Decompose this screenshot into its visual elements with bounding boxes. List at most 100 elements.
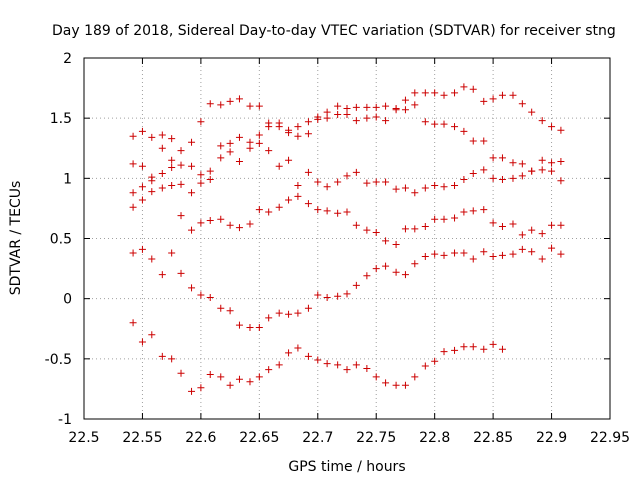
data-point bbox=[177, 147, 185, 155]
data-point bbox=[528, 248, 536, 256]
y-tick-label: 1 bbox=[63, 171, 72, 187]
data-point bbox=[314, 356, 322, 364]
data-point bbox=[528, 226, 536, 234]
data-point bbox=[168, 135, 176, 143]
data-point bbox=[246, 138, 254, 146]
data-point bbox=[421, 253, 429, 261]
data-point bbox=[334, 209, 342, 217]
data-point bbox=[314, 113, 322, 121]
data-point bbox=[469, 255, 477, 263]
data-point bbox=[235, 157, 243, 165]
data-point bbox=[255, 131, 263, 139]
data-point bbox=[401, 106, 409, 114]
data-point bbox=[129, 189, 137, 197]
data-point bbox=[265, 366, 273, 374]
data-point bbox=[352, 281, 360, 289]
data-point bbox=[392, 185, 400, 193]
data-point bbox=[518, 231, 526, 239]
data-point bbox=[509, 220, 517, 228]
data-point bbox=[401, 271, 409, 279]
data-point bbox=[509, 250, 517, 258]
data-point bbox=[548, 244, 556, 252]
data-point bbox=[197, 384, 205, 392]
data-point bbox=[363, 179, 371, 187]
data-point bbox=[275, 203, 283, 211]
data-point bbox=[480, 137, 488, 145]
data-point bbox=[294, 309, 302, 317]
data-point bbox=[168, 164, 176, 172]
data-point bbox=[188, 226, 196, 234]
data-point bbox=[498, 91, 506, 99]
data-point bbox=[226, 97, 234, 105]
data-point bbox=[382, 262, 390, 270]
x-tick-label: 22.85 bbox=[473, 430, 513, 446]
data-point bbox=[177, 369, 185, 377]
x-axis-title: GPS time / hours bbox=[288, 459, 405, 475]
data-point bbox=[158, 352, 166, 360]
data-point bbox=[188, 138, 196, 146]
data-point bbox=[557, 250, 565, 258]
y-tick-label: -1 bbox=[58, 412, 72, 428]
data-point bbox=[363, 114, 371, 122]
data-point bbox=[304, 168, 312, 176]
data-point bbox=[265, 208, 273, 216]
data-point bbox=[246, 378, 254, 386]
data-point bbox=[352, 168, 360, 176]
data-point bbox=[275, 162, 283, 170]
data-point bbox=[421, 89, 429, 97]
data-point bbox=[334, 102, 342, 110]
data-point bbox=[148, 255, 156, 263]
data-point bbox=[538, 117, 546, 125]
data-point bbox=[334, 111, 342, 119]
data-point bbox=[294, 182, 302, 190]
data-point bbox=[217, 215, 225, 223]
data-point bbox=[285, 156, 293, 164]
data-point bbox=[343, 208, 351, 216]
data-point bbox=[548, 167, 556, 175]
data-point bbox=[197, 171, 205, 179]
data-point bbox=[392, 381, 400, 389]
data-point bbox=[382, 117, 390, 125]
data-point bbox=[372, 373, 380, 381]
data-point bbox=[226, 307, 234, 315]
data-point bbox=[451, 249, 459, 257]
data-point bbox=[480, 345, 488, 353]
data-point bbox=[294, 344, 302, 352]
data-point bbox=[314, 291, 322, 299]
data-point bbox=[188, 189, 196, 197]
data-point bbox=[451, 89, 459, 97]
data-point bbox=[177, 269, 185, 277]
data-point bbox=[188, 387, 196, 395]
data-point bbox=[197, 118, 205, 126]
data-point bbox=[460, 208, 468, 216]
data-point bbox=[557, 157, 565, 165]
data-point bbox=[421, 222, 429, 230]
data-point bbox=[217, 373, 225, 381]
data-point bbox=[480, 97, 488, 105]
data-point bbox=[440, 215, 448, 223]
data-point bbox=[334, 292, 342, 300]
data-point bbox=[411, 89, 419, 97]
data-point bbox=[129, 249, 137, 257]
x-tick-label: 22.5 bbox=[68, 430, 99, 446]
data-point bbox=[498, 345, 506, 353]
data-point bbox=[469, 170, 477, 178]
data-point bbox=[235, 321, 243, 329]
data-point bbox=[235, 95, 243, 103]
data-point bbox=[480, 206, 488, 214]
data-point bbox=[168, 156, 176, 164]
data-point bbox=[431, 182, 439, 190]
x-tick-label: 22.55 bbox=[122, 430, 162, 446]
chart-title: Day 189 of 2018, Sidereal Day-to-day VTE… bbox=[52, 23, 616, 39]
data-point bbox=[401, 96, 409, 104]
data-point bbox=[304, 118, 312, 126]
data-point bbox=[352, 361, 360, 369]
data-point bbox=[382, 237, 390, 245]
data-point bbox=[382, 379, 390, 387]
data-point bbox=[206, 167, 214, 175]
data-point bbox=[138, 196, 146, 204]
data-point bbox=[352, 221, 360, 229]
data-point bbox=[255, 139, 263, 147]
